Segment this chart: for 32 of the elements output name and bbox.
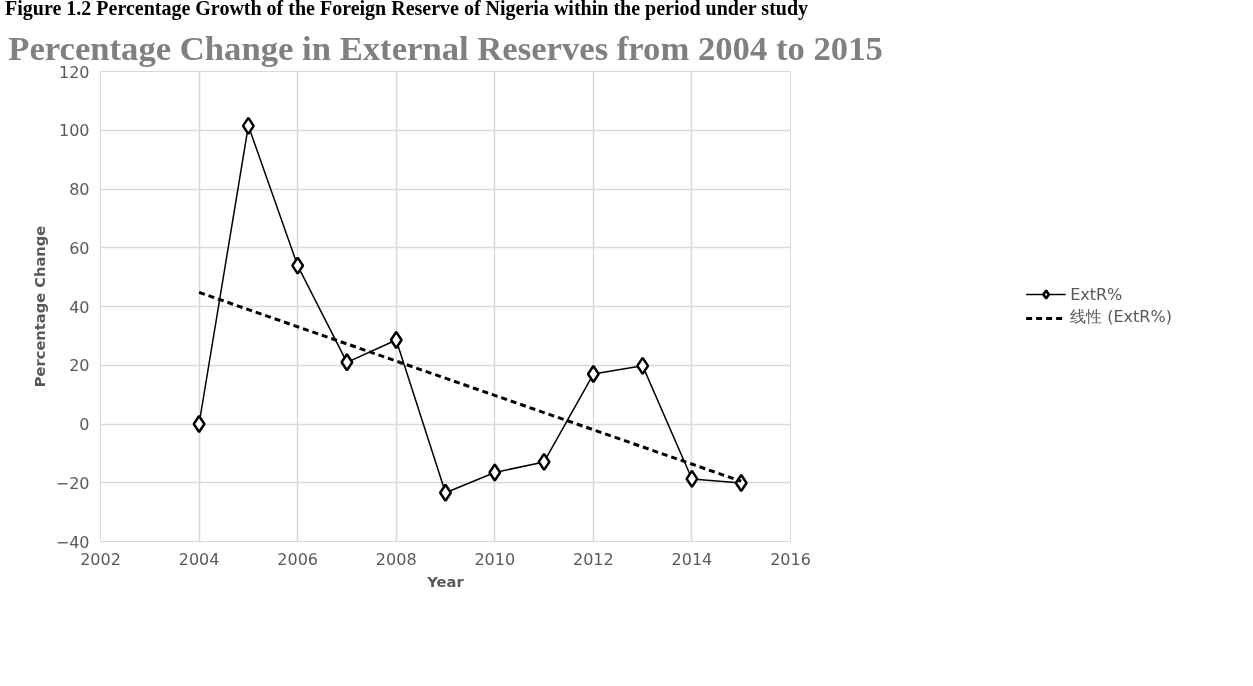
legend-label: 线性 (ExtR%) bbox=[1070, 307, 1172, 328]
y-tick-label: 40 bbox=[69, 297, 90, 317]
x-axis-title: Year bbox=[426, 572, 465, 590]
point bbox=[586, 364, 600, 384]
point bbox=[488, 463, 502, 482]
point bbox=[291, 256, 305, 275]
x-tick-label: 2010 bbox=[474, 549, 516, 569]
point bbox=[438, 483, 453, 502]
x-tick-label: 2012 bbox=[573, 549, 614, 569]
x-tick-label: 2004 bbox=[178, 549, 220, 569]
point bbox=[192, 414, 206, 434]
point bbox=[685, 469, 699, 489]
point bbox=[340, 353, 354, 372]
x-tick-label: 2006 bbox=[277, 549, 318, 569]
y-tick-label: 60 bbox=[69, 238, 90, 258]
y-tick-label: 20 bbox=[69, 356, 90, 376]
x-tick-label: 2008 bbox=[375, 549, 417, 569]
caption: Figure 1.2 Percentage Growth of the Foreign Reserve of Nigeria within the period under study bbox=[5, 0, 809, 22]
x-tick-label: 2002 bbox=[80, 549, 121, 569]
legend-label: ExtR% bbox=[1070, 284, 1123, 304]
point bbox=[537, 452, 551, 472]
point bbox=[389, 330, 403, 350]
y-tick-label: −20 bbox=[55, 473, 90, 493]
y-tick-label: −40 bbox=[55, 532, 90, 552]
y-tick-label: 80 bbox=[69, 180, 90, 199]
y-axis-title: Percentage Change bbox=[30, 225, 48, 388]
x-tick-label: 2014 bbox=[671, 549, 713, 569]
y-tick-label: 100 bbox=[58, 121, 90, 141]
x-tick-label: 2016 bbox=[770, 549, 811, 569]
point bbox=[636, 356, 650, 376]
point bbox=[241, 116, 255, 136]
y-tick-label: 0 bbox=[79, 415, 90, 434]
